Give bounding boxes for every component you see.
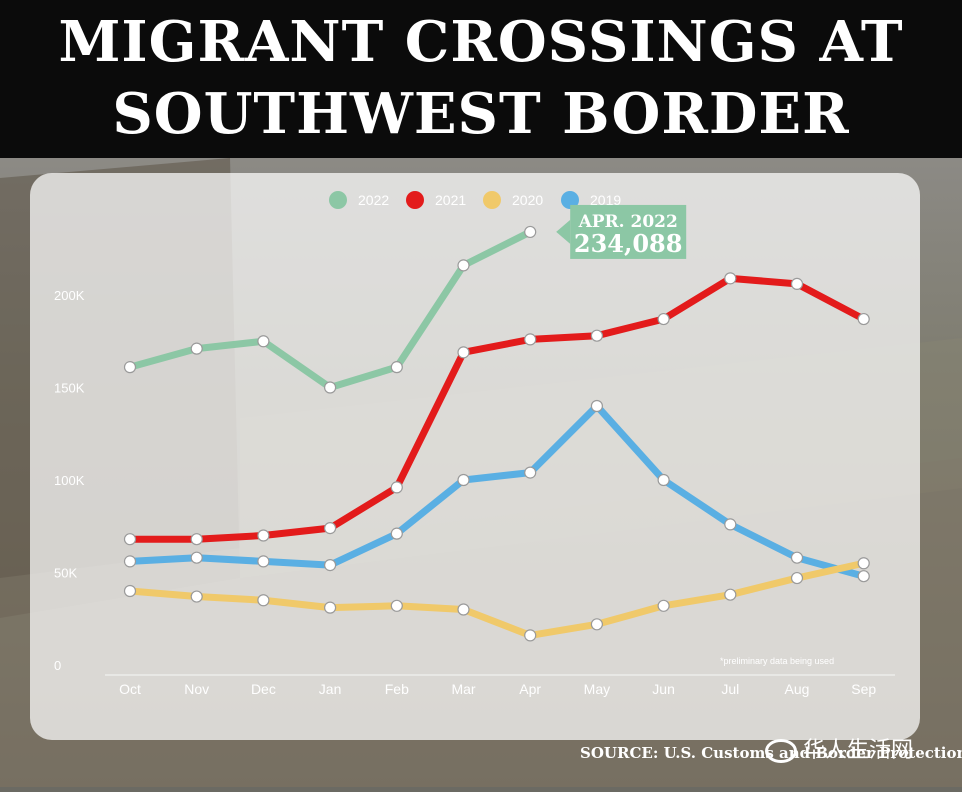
x-tick-label: Aug <box>785 681 810 697</box>
x-tick-label: Dec <box>251 681 276 697</box>
data-point-2019 <box>724 518 737 531</box>
data-point-2020 <box>190 590 203 603</box>
data-point-2021 <box>790 277 804 290</box>
x-tick-label: Apr <box>519 681 541 697</box>
callout-label: APR. 2022 <box>578 212 678 232</box>
y-tick-label: 50K <box>54 566 77 581</box>
data-point-2020 <box>790 571 804 585</box>
series-line-2019 <box>126 402 868 580</box>
data-point-2019 <box>123 555 137 568</box>
data-point-2020 <box>524 629 537 642</box>
data-point-2020 <box>390 599 403 612</box>
data-point-2021 <box>457 346 470 359</box>
data-point-2021 <box>390 481 403 494</box>
legend-label-2021: 2021 <box>435 192 466 208</box>
data-point-2021 <box>724 272 737 285</box>
data-point-2019 <box>590 399 604 413</box>
data-point-2022 <box>457 259 470 272</box>
x-tick-label: Jan <box>319 681 342 697</box>
data-point-2021 <box>190 533 203 546</box>
x-tick-label: Feb <box>385 681 409 697</box>
chart-panel <box>30 173 920 740</box>
data-point-2019 <box>257 555 270 568</box>
data-point-2020 <box>257 594 270 607</box>
data-point-2022 <box>324 381 337 394</box>
chart-title-line2: SOUTHWEST BORDER <box>112 81 850 147</box>
data-point-2020 <box>724 588 737 601</box>
legend-label-2022: 2022 <box>358 192 389 208</box>
data-point-2020 <box>657 599 670 612</box>
data-point-2021 <box>257 529 270 542</box>
data-point-2021 <box>590 329 604 342</box>
title-banner: MIGRANT CROSSINGS AT SOUTHWEST BORDER <box>0 0 962 158</box>
data-point-2021 <box>524 333 537 346</box>
data-point-2020 <box>457 603 470 616</box>
data-point-2022 <box>524 225 537 239</box>
data-point-2020 <box>324 601 337 614</box>
data-point-2022 <box>123 361 137 374</box>
data-point-2020 <box>123 584 137 598</box>
y-tick-label: 150K <box>54 381 85 396</box>
legend-label-2019: 2019 <box>590 192 621 208</box>
data-point-2019 <box>390 527 403 540</box>
chart-title-line1: MIGRANT CROSSINGS AT <box>58 9 904 75</box>
data-point-2021 <box>123 533 137 546</box>
legend-swatch-2020 <box>483 191 501 209</box>
legend-swatch-2021 <box>406 191 424 209</box>
data-point-2021 <box>657 312 670 326</box>
series-line-2022 <box>126 228 534 391</box>
data-point-2022 <box>390 361 403 374</box>
data-point-2019 <box>190 551 203 564</box>
callout-value: 234,088 <box>574 229 683 258</box>
data-point-2021 <box>324 521 337 535</box>
data-point-2019 <box>324 558 337 572</box>
data-point-2020 <box>590 618 604 631</box>
y-tick-label: 0 <box>54 658 61 673</box>
y-tick-label: 100K <box>54 473 85 488</box>
x-tick-label: Nov <box>184 681 209 697</box>
x-tick-label: Jun <box>652 681 675 697</box>
x-tick-label: Oct <box>119 681 141 697</box>
data-point-2021 <box>857 312 870 326</box>
data-point-2020 <box>857 557 870 570</box>
data-point-2019 <box>857 570 870 583</box>
x-tick-label: Mar <box>451 681 475 697</box>
data-point-2019 <box>524 466 537 479</box>
y-tick-label: 200K <box>54 288 85 303</box>
data-point-2019 <box>457 473 470 487</box>
data-point-2022 <box>190 342 203 355</box>
series-line-2020 <box>126 559 868 639</box>
callout-box <box>570 204 687 259</box>
wechat-icon <box>765 739 797 763</box>
data-point-2019 <box>657 473 670 487</box>
data-point-2022 <box>257 335 270 348</box>
x-tick-label: Jul <box>721 681 739 697</box>
legend-label-2020: 2020 <box>512 192 543 208</box>
legend-swatch-2019 <box>561 191 579 209</box>
x-tick-label: Sep <box>851 681 876 697</box>
x-tick-label: May <box>584 681 610 697</box>
watermark-text: 华人生活网 <box>803 738 914 763</box>
series-line-2021 <box>126 274 868 543</box>
chart-note: *preliminary data being used <box>720 656 834 666</box>
data-point-2019 <box>790 551 804 564</box>
watermark: 华人生活网 <box>765 732 913 764</box>
callout-pointer <box>556 219 571 244</box>
legend-swatch-2022 <box>329 191 347 209</box>
